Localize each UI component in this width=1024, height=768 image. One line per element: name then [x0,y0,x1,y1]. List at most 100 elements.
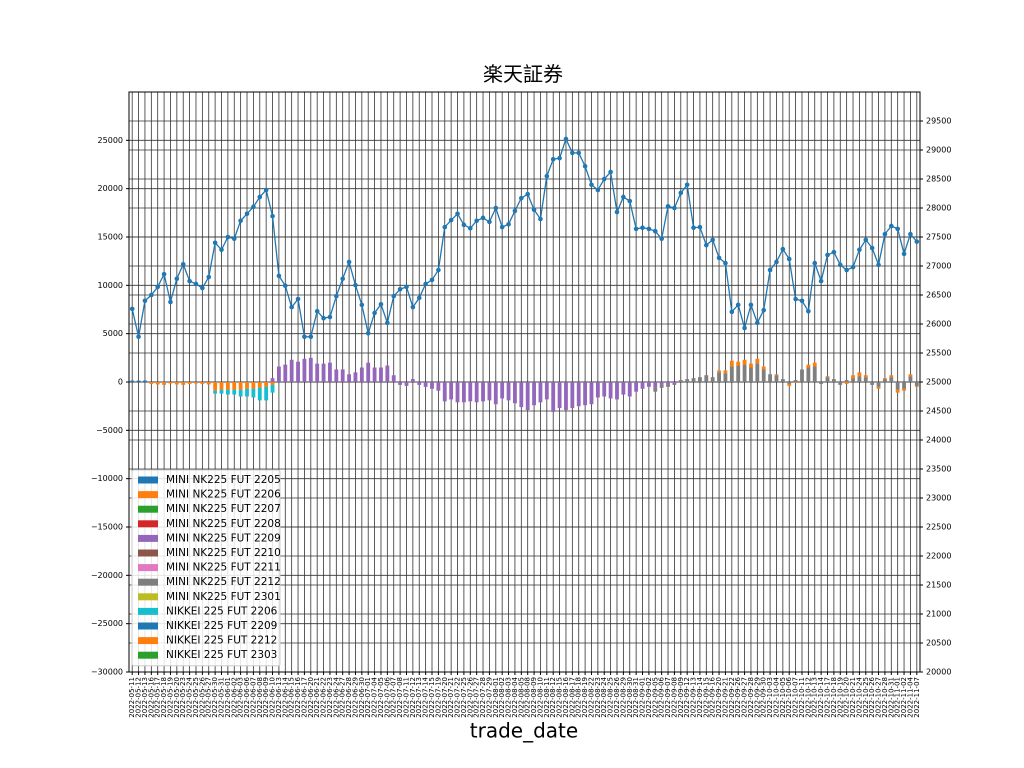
bar-segment [914,385,919,387]
bar-segment [328,362,332,382]
x-tick-label: 2022-06-08 [256,677,264,718]
bar-segment [385,365,390,382]
bar-segment [640,382,645,389]
x-tick-label: 2022-08-15 [556,677,564,718]
bar-segment [270,384,275,393]
bar-segment [257,382,262,388]
price-point [844,267,849,273]
bar-segment [353,372,358,382]
price-point [397,286,403,292]
x-tick-label: 2022-07-27 [473,677,481,718]
bar-segment [206,382,211,385]
price-point [295,296,301,302]
legend-label: MINI NK225 FUT 2205 [166,474,281,486]
bar-segment [519,382,524,408]
price-point [365,330,371,336]
price-point [704,242,709,248]
bar-segment [130,380,135,382]
x-tick-label: 2022-10-13 [811,677,819,718]
price-point [263,187,269,193]
bar-segment [723,370,728,374]
bar-segment [723,373,728,382]
bar-segment [264,386,269,401]
bar-segment [704,375,709,382]
price-point [334,293,339,299]
x-tick-label: 2022-06-28 [345,677,353,718]
x-tick-label: 2022-05-20 [173,677,181,718]
price-point [308,334,314,340]
legend-swatch [138,637,158,645]
bar-segment [468,382,473,402]
x-tick-label: 2022-09-20 [715,677,723,718]
price-point [589,182,594,188]
price-point [244,211,250,217]
bar-segment [506,382,511,401]
bar-segment [895,382,900,390]
bar-segment [245,382,249,389]
bar-segment [895,389,900,393]
x-tick-label: 2022-06-16 [294,676,302,717]
x-tick-label: 2022-06-29 [351,677,359,718]
bar-segment [366,362,371,382]
bar-segment [194,382,198,384]
bar-segment [819,382,824,384]
bar-segment [238,389,243,397]
price-point [168,299,173,305]
bar-segment [251,382,256,389]
bar-segment [232,389,237,395]
x-tick-label: 2022-05-11 [128,677,136,718]
x-tick-label: 2022-08-10 [536,677,544,718]
bar-segment [315,363,320,382]
price-point [461,222,467,228]
legend-label: NIKKEI 225 FUT 2303 [166,649,277,661]
x-tick-label: 2022-06-06 [243,676,251,717]
x-tick-label: 2022-10-12 [804,677,812,718]
y2-tick-label: 22500 [926,523,951,532]
y2-tick-label: 24500 [926,407,951,416]
price-point [742,325,747,331]
x-tick-label: 2022-05-23 [179,677,187,718]
bar-segment [168,382,173,384]
legend-swatch [138,622,158,630]
price-point [557,155,562,161]
price-point [321,315,326,321]
bar-segment [659,384,664,388]
y-tick-label: −5000 [96,426,123,435]
price-point [774,259,779,265]
y2-tick-label: 24000 [926,436,951,445]
price-point [429,277,435,283]
price-point [767,267,773,273]
y2-tick-label: 23500 [926,465,951,474]
x-tick-label: 2022-10-26 [868,676,876,717]
bar-segment [557,382,562,409]
bar-segment [742,364,747,382]
bar-segment [755,358,760,364]
y-tick-label: −30000 [91,668,123,677]
bar-segment [800,369,804,382]
x-tick-label: 2022-08-12 [549,677,557,718]
bar-segment [851,375,855,379]
price-point [225,234,231,240]
y2-tick-label: 27500 [926,233,951,242]
x-tick-label: 2022-08-09 [530,677,538,718]
price-point [646,226,652,232]
bar-segment [174,382,179,385]
price-point [684,182,690,188]
price-point [640,225,645,231]
x-tick-label: 2022-06-21 [313,677,321,718]
bar-segment [461,382,466,403]
x-tick-label: 2022-07-06 [383,676,391,717]
bars [130,357,919,412]
price-point [346,259,352,265]
price-point [582,163,588,169]
bar-segment [876,386,881,389]
x-tick-label: 2022-09-30 [760,677,768,718]
x-tick-label: 2022-10-17 [824,677,832,718]
bar-segment [787,382,792,384]
price-point [206,274,212,280]
bar-segment [525,382,530,411]
y2-tick-label: 21000 [926,610,951,619]
x-tick-label: 2022-09-09 [677,677,685,718]
bar-segment [761,369,766,382]
y2-tick-label: 20000 [926,668,951,677]
